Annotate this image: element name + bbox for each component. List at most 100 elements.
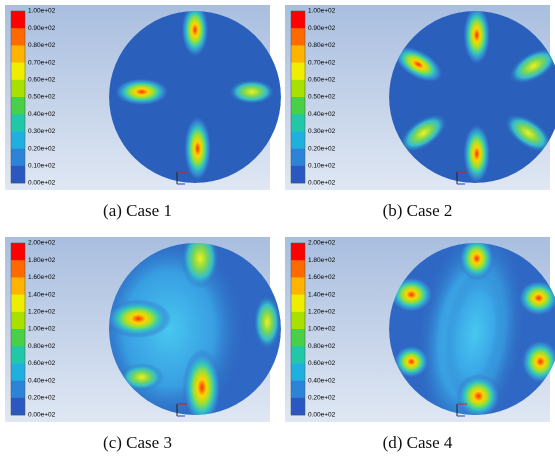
colorbar-swatch — [291, 97, 305, 115]
colorbar-label: 1.20e+02 — [308, 309, 336, 316]
colorbar-swatch — [11, 243, 25, 261]
hot-spot — [228, 79, 275, 104]
colorbar-label: 0.30e+02 — [308, 128, 336, 135]
colorbar-label: 0.40e+02 — [308, 377, 336, 384]
colorbar-label: 2.00e+02 — [308, 240, 336, 247]
colorbar-swatch — [11, 11, 25, 29]
colorbar-label: 1.00e+02 — [28, 8, 56, 15]
colorbar-label: 1.40e+02 — [308, 291, 336, 298]
colorbar-label: 0.00e+02 — [28, 180, 56, 187]
colorbar-label: 0.70e+02 — [308, 59, 336, 66]
colorbar-swatch — [291, 363, 305, 381]
colorbar-swatch — [11, 312, 25, 330]
colorbar-label: 0.50e+02 — [308, 94, 336, 101]
colorbar-label: 0.00e+02 — [308, 412, 336, 419]
colorbar-label: 1.60e+02 — [308, 274, 336, 281]
panel: 1.00e+02 0.90e+02 0.80e+02 0.70e+02 0.60e+02… — [285, 5, 555, 220]
colorbar-label: 0.60e+02 — [308, 77, 336, 84]
colorbar-swatch — [291, 312, 305, 330]
colorbar-label: 1.00e+02 — [308, 8, 336, 15]
colorbar-label: 0.80e+02 — [308, 343, 336, 350]
colorbar-label: 1.80e+02 — [28, 257, 56, 264]
figure: 1.00e+02 0.90e+02 0.80e+02 0.70e+02 0.60e+02… — [0, 0, 555, 461]
colorbar-label: 0.60e+02 — [28, 77, 56, 84]
hot-spot — [253, 295, 281, 350]
hot-spot — [463, 5, 491, 66]
colorbar-swatch — [291, 80, 305, 98]
colorbar-swatch — [291, 243, 305, 261]
colorbar-label: 0.10e+02 — [308, 163, 336, 170]
colorbar-swatch — [11, 277, 25, 295]
panel-caption: (b) Case 2 — [383, 201, 453, 220]
colorbar-swatch — [291, 114, 305, 132]
hot-spot — [114, 78, 169, 106]
colorbar-label: 1.00e+02 — [28, 326, 56, 333]
panel: 2.00e+02 1.80e+02 1.60e+02 1.40e+02 1.20e+02… — [285, 220, 555, 452]
colorbar-swatch — [11, 260, 25, 278]
colorbar-swatch — [11, 114, 25, 132]
colorbar-label: 0.30e+02 — [28, 128, 56, 135]
colorbar-swatch — [11, 97, 25, 115]
colorbar-swatch — [11, 398, 25, 416]
colorbar-label: 0.20e+02 — [28, 145, 56, 152]
panel: 2.00e+02 1.80e+02 1.60e+02 1.40e+02 1.20e+02… — [5, 228, 281, 452]
colorbar-swatch — [291, 260, 305, 278]
colorbar-swatch — [291, 346, 305, 364]
colorbar-label: 0.80e+02 — [308, 42, 336, 49]
colorbar-swatch — [11, 381, 25, 399]
colorbar-swatch — [291, 131, 305, 149]
colorbar-swatch — [11, 131, 25, 149]
colorbar-label: 0.90e+02 — [308, 25, 336, 32]
colorbar-swatch — [291, 45, 305, 63]
colorbar-label: 1.20e+02 — [28, 309, 56, 316]
colorbar-label: 0.60e+02 — [308, 360, 336, 367]
panel-caption: (a) Case 1 — [103, 201, 172, 220]
panel-caption: (d) Case 4 — [383, 433, 453, 452]
panel-caption: (c) Case 3 — [103, 433, 172, 452]
colorbar-swatch — [291, 277, 305, 295]
colorbar-label: 0.40e+02 — [308, 111, 336, 118]
colorbar-label: 2.00e+02 — [28, 240, 56, 247]
hot-spot — [456, 374, 500, 418]
colorbar-swatch — [291, 63, 305, 81]
colorbar-label: 0.80e+02 — [28, 42, 56, 49]
colorbar-swatch — [291, 329, 305, 347]
panel: 1.00e+02 0.90e+02 0.80e+02 0.70e+02 0.60e+02… — [5, 2, 281, 220]
hot-spot — [463, 123, 491, 184]
colorbar-label: 1.40e+02 — [28, 291, 56, 298]
colorbar-swatch — [11, 149, 25, 167]
colorbar-label: 1.80e+02 — [308, 257, 336, 264]
colorbar-label: 0.20e+02 — [308, 145, 336, 152]
hot-spot — [184, 116, 212, 182]
colorbar-label: 1.60e+02 — [28, 274, 56, 281]
colorbar-label: 0.00e+02 — [308, 180, 336, 187]
colorbar-label: 0.40e+02 — [28, 377, 56, 384]
colorbar-swatch — [11, 363, 25, 381]
colorbar-label: 0.50e+02 — [28, 94, 56, 101]
colorbar-label: 0.20e+02 — [308, 395, 336, 402]
colorbar-swatch — [11, 63, 25, 81]
colorbar-label: 1.00e+02 — [308, 326, 336, 333]
colorbar-swatch — [291, 11, 305, 29]
colorbar-swatch — [291, 381, 305, 399]
colorbar-swatch — [291, 166, 305, 184]
colorbar-swatch — [291, 149, 305, 167]
colorbar-swatch — [291, 398, 305, 416]
colorbar-label: 0.60e+02 — [28, 360, 56, 367]
colorbar-swatch — [11, 45, 25, 63]
colorbar-label: 0.70e+02 — [28, 59, 56, 66]
colorbar-label: 0.40e+02 — [28, 111, 56, 118]
colorbar-label: 0.90e+02 — [28, 25, 56, 32]
colorbar-label: 0.10e+02 — [28, 163, 56, 170]
colorbar-label: 0.20e+02 — [28, 395, 56, 402]
colorbar-swatch — [11, 166, 25, 184]
colorbar-swatch — [11, 80, 25, 98]
colorbar-label: 0.80e+02 — [28, 343, 56, 350]
colorbar-swatch — [11, 329, 25, 347]
colorbar-swatch — [291, 28, 305, 46]
colorbar-swatch — [11, 346, 25, 364]
colorbar-swatch — [11, 295, 25, 313]
colorbar-label: 0.00e+02 — [28, 412, 56, 419]
colorbar-swatch — [291, 295, 305, 313]
hot-spot — [105, 299, 171, 338]
